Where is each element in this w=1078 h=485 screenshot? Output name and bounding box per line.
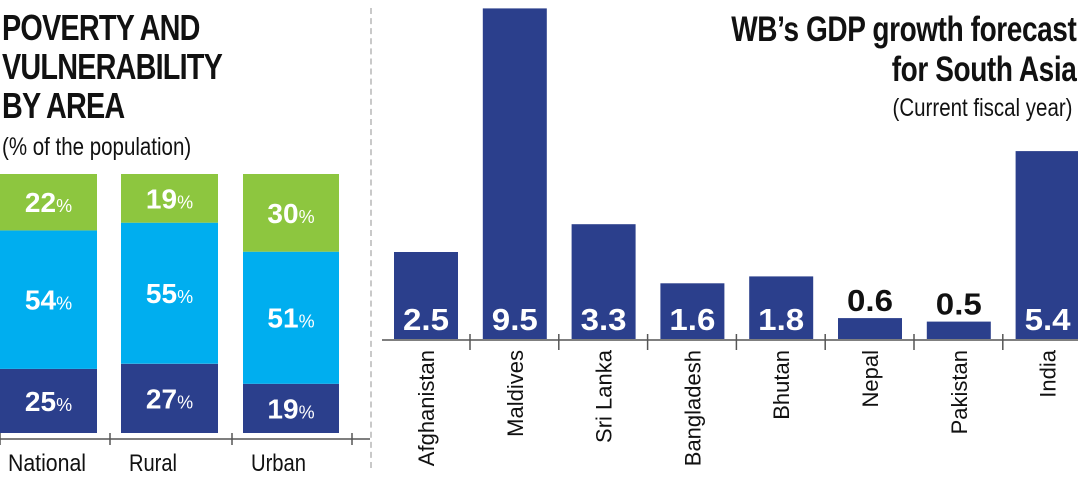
bar (1015, 151, 1078, 339)
left-title-line: POVERTY AND (2, 7, 200, 48)
bar-value-label: 51% (267, 303, 314, 334)
bar-segment-mid (243, 251, 339, 384)
category-label: Nepal (858, 350, 883, 407)
right-chart-title: WB’s GDP growth forecast for South Asia (730, 10, 1077, 90)
category-label: Urban (251, 450, 306, 477)
category-label: Bhutan (769, 350, 794, 420)
bar-value-label: 30% (267, 198, 314, 229)
bar-segment-top (243, 174, 339, 252)
category-label: India (1036, 349, 1061, 397)
left-chart-title: POVERTY AND VULNERABILITY BY AREA (2, 8, 258, 125)
bar-value-label: 19% (146, 183, 193, 214)
category-label: Sri Lanka (592, 349, 617, 443)
bar-value-label: 0.6 (847, 283, 893, 318)
bar (394, 252, 458, 339)
category-label: Afghanistan (414, 350, 439, 466)
right-chart-subtitle: (Current fiscal year) (892, 94, 1072, 122)
bar-value-label: 0.5 (936, 287, 982, 322)
bar-value-label: 5.4 (1025, 302, 1072, 337)
category-label: Maldives (503, 350, 528, 437)
bar (571, 224, 636, 339)
category-label: National (8, 450, 86, 477)
bar-value-label: 1.6 (669, 302, 715, 337)
bar-value-label: 3.3 (581, 302, 627, 337)
bar-value-label: 19% (267, 393, 314, 424)
bar-segment-top (121, 174, 218, 223)
left-title-line: VULNERABILITY (2, 46, 223, 87)
bar (482, 8, 547, 340)
bar (749, 276, 814, 339)
right-title-line: for South Asia (891, 50, 1076, 89)
bar (838, 318, 902, 339)
bar-segment-mid (121, 222, 218, 364)
bar-segment-dark (0, 368, 97, 433)
bar-value-label: 1.8 (758, 302, 804, 337)
bar (926, 321, 991, 339)
bar-value-label: 54% (25, 285, 72, 316)
category-label: Rural (129, 450, 177, 477)
bar-segment-dark (121, 363, 218, 433)
category-label: Pakistan (947, 350, 972, 434)
bar-value-label: 25% (25, 386, 72, 417)
left-title-line: BY AREA (2, 85, 125, 126)
bar-value-label: 2.5 (403, 302, 449, 337)
bar-segment-mid (0, 230, 97, 369)
bar-segment-dark (243, 383, 339, 433)
bar-value-label: 9.5 (492, 302, 538, 337)
category-label: Bangladesh (680, 350, 705, 466)
bar-value-label: 22% (25, 187, 72, 218)
bar-value-label: 27% (146, 383, 193, 414)
bar (660, 283, 725, 339)
left-chart-subtitle: (% of the population) (2, 133, 192, 161)
bar-value-label: 55% (146, 278, 193, 309)
right-title-line: WB’s GDP growth forecast (730, 10, 1077, 49)
left-stacked-bar-chart: 25% 54% 22% National 27% 55% 19% Rural 19% 51% 30%… (0, 174, 370, 477)
chart-divider (370, 8, 372, 468)
bar-segment-top (0, 174, 97, 231)
